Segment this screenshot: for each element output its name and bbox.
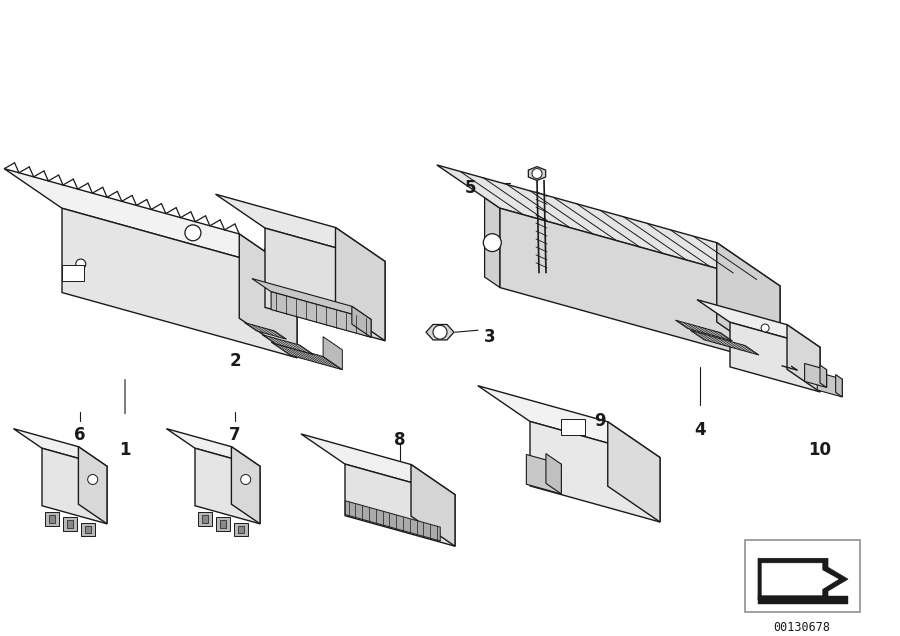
- Polygon shape: [45, 513, 58, 527]
- Polygon shape: [49, 515, 55, 523]
- Polygon shape: [42, 448, 107, 524]
- Polygon shape: [346, 501, 440, 541]
- Polygon shape: [86, 525, 91, 534]
- Text: 7: 7: [230, 426, 241, 445]
- Polygon shape: [252, 279, 371, 319]
- Polygon shape: [336, 228, 385, 341]
- Circle shape: [76, 259, 86, 269]
- Circle shape: [240, 474, 251, 485]
- Polygon shape: [63, 518, 77, 531]
- Polygon shape: [526, 455, 562, 494]
- Polygon shape: [484, 198, 500, 287]
- Polygon shape: [805, 364, 826, 387]
- Polygon shape: [195, 448, 260, 524]
- Text: 10: 10: [808, 441, 832, 459]
- Circle shape: [87, 474, 98, 485]
- Polygon shape: [608, 422, 660, 522]
- Polygon shape: [528, 167, 545, 181]
- Text: 00130678: 00130678: [773, 621, 831, 634]
- Polygon shape: [4, 169, 297, 273]
- Polygon shape: [245, 322, 286, 339]
- Text: 1: 1: [119, 441, 130, 459]
- Polygon shape: [675, 320, 733, 341]
- Polygon shape: [820, 365, 826, 387]
- Polygon shape: [239, 234, 297, 358]
- Polygon shape: [234, 523, 248, 536]
- Polygon shape: [758, 558, 848, 600]
- Polygon shape: [271, 342, 342, 370]
- Polygon shape: [345, 464, 455, 546]
- Polygon shape: [265, 228, 385, 341]
- Circle shape: [761, 324, 770, 332]
- Polygon shape: [14, 429, 107, 466]
- Polygon shape: [262, 335, 314, 355]
- Polygon shape: [426, 324, 454, 340]
- Polygon shape: [62, 208, 297, 358]
- Text: 2: 2: [230, 352, 241, 370]
- Polygon shape: [323, 336, 342, 370]
- Circle shape: [184, 225, 201, 241]
- Polygon shape: [787, 324, 820, 392]
- Circle shape: [433, 325, 447, 339]
- Polygon shape: [716, 243, 780, 365]
- Polygon shape: [436, 165, 780, 286]
- Polygon shape: [411, 464, 455, 546]
- Polygon shape: [352, 307, 371, 337]
- Polygon shape: [697, 300, 820, 347]
- Bar: [62, 265, 84, 280]
- Bar: [745, 541, 860, 612]
- Polygon shape: [202, 515, 208, 523]
- Bar: [561, 419, 585, 435]
- Polygon shape: [500, 208, 780, 365]
- Polygon shape: [271, 292, 371, 337]
- Polygon shape: [166, 429, 260, 466]
- Text: 9: 9: [594, 411, 606, 429]
- Polygon shape: [817, 372, 842, 397]
- Circle shape: [532, 169, 542, 179]
- Polygon shape: [546, 453, 562, 494]
- Polygon shape: [478, 385, 660, 457]
- Text: 4: 4: [694, 422, 706, 439]
- Polygon shape: [231, 446, 260, 524]
- Polygon shape: [835, 375, 842, 397]
- Text: 5: 5: [464, 179, 476, 197]
- Polygon shape: [730, 322, 820, 392]
- Circle shape: [483, 233, 501, 252]
- Polygon shape: [762, 563, 838, 595]
- Polygon shape: [81, 523, 95, 536]
- Polygon shape: [690, 330, 759, 355]
- Polygon shape: [215, 194, 385, 261]
- Polygon shape: [301, 434, 455, 495]
- Text: 8: 8: [394, 431, 406, 450]
- Polygon shape: [198, 513, 212, 527]
- Polygon shape: [78, 446, 107, 524]
- Polygon shape: [530, 422, 660, 522]
- Text: 3: 3: [484, 328, 496, 346]
- Polygon shape: [220, 520, 226, 529]
- Polygon shape: [238, 525, 244, 534]
- Polygon shape: [758, 596, 848, 604]
- Text: 6: 6: [74, 426, 86, 445]
- Polygon shape: [67, 520, 73, 529]
- Polygon shape: [216, 518, 230, 531]
